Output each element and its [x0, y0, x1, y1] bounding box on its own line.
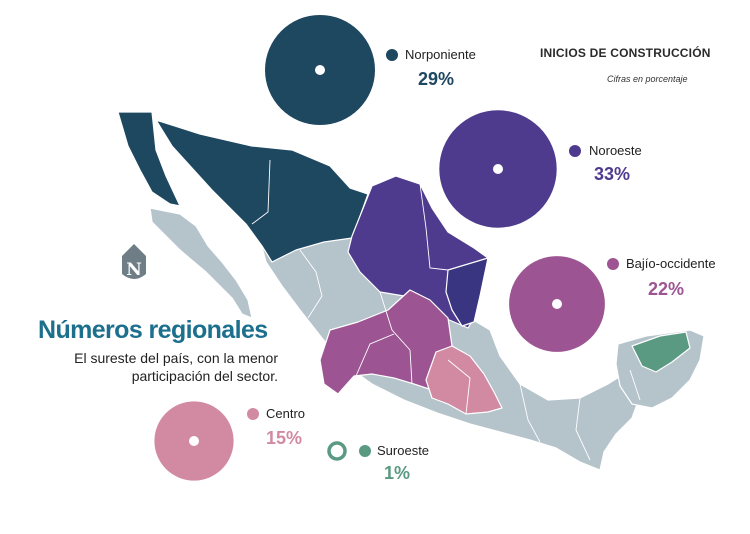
noroeste-legend-label: Noroeste: [589, 143, 642, 158]
region-bubbles: [154, 15, 605, 481]
bajio-occidente-bubble-center: [552, 299, 562, 309]
headline-subtitle: El sureste del país, con la menor partic…: [20, 349, 278, 385]
headline-line-1: El sureste del país, con la menor: [74, 350, 278, 366]
norponiente-bubble-center: [315, 65, 325, 75]
bajio-occidente-percent: 22%: [648, 279, 685, 299]
centro-legend-dot: [247, 408, 259, 420]
centro-legend-label: Centro: [266, 406, 306, 421]
bajio-occidente-legend-label: Bajío-occidente: [626, 256, 716, 271]
norponiente-region-shape: [117, 111, 369, 263]
headline-title: Números regionales: [38, 316, 268, 344]
suroeste-bubble: [327, 441, 347, 461]
suroeste-region-shape: [631, 331, 691, 373]
suroeste-percent: 1%: [384, 463, 411, 483]
norponiente-percent: 29%: [418, 69, 455, 89]
suroeste-legend-label: Suroeste: [377, 443, 430, 458]
norponiente-legend-dot: [386, 49, 398, 61]
logo-letter: N: [126, 260, 142, 280]
centro-bubble-center: [189, 436, 199, 446]
noroeste-bubble-center: [493, 164, 503, 174]
baja-california-sur-state: [149, 207, 253, 319]
noroeste-legend-dot: [569, 145, 581, 157]
compass-logo: N: [122, 244, 146, 280]
headline-line-2: participación del sector.: [131, 368, 278, 384]
centro-region-shape: [425, 345, 503, 415]
chart-title: INICIOS DE CONSTRUCCIÓN: [540, 46, 711, 60]
noroeste-percent: 33%: [594, 164, 631, 184]
state-borders: [251, 159, 641, 461]
suroeste-legend-dot: [359, 445, 371, 457]
centro-percent: 15%: [266, 428, 303, 448]
norponiente-legend-label: Norponiente: [405, 47, 476, 62]
bajio-occidente-legend-dot: [607, 258, 619, 270]
tamaulipas-shape: [445, 257, 489, 327]
chart-subtitle: Cifras en porcentaje: [607, 74, 688, 84]
